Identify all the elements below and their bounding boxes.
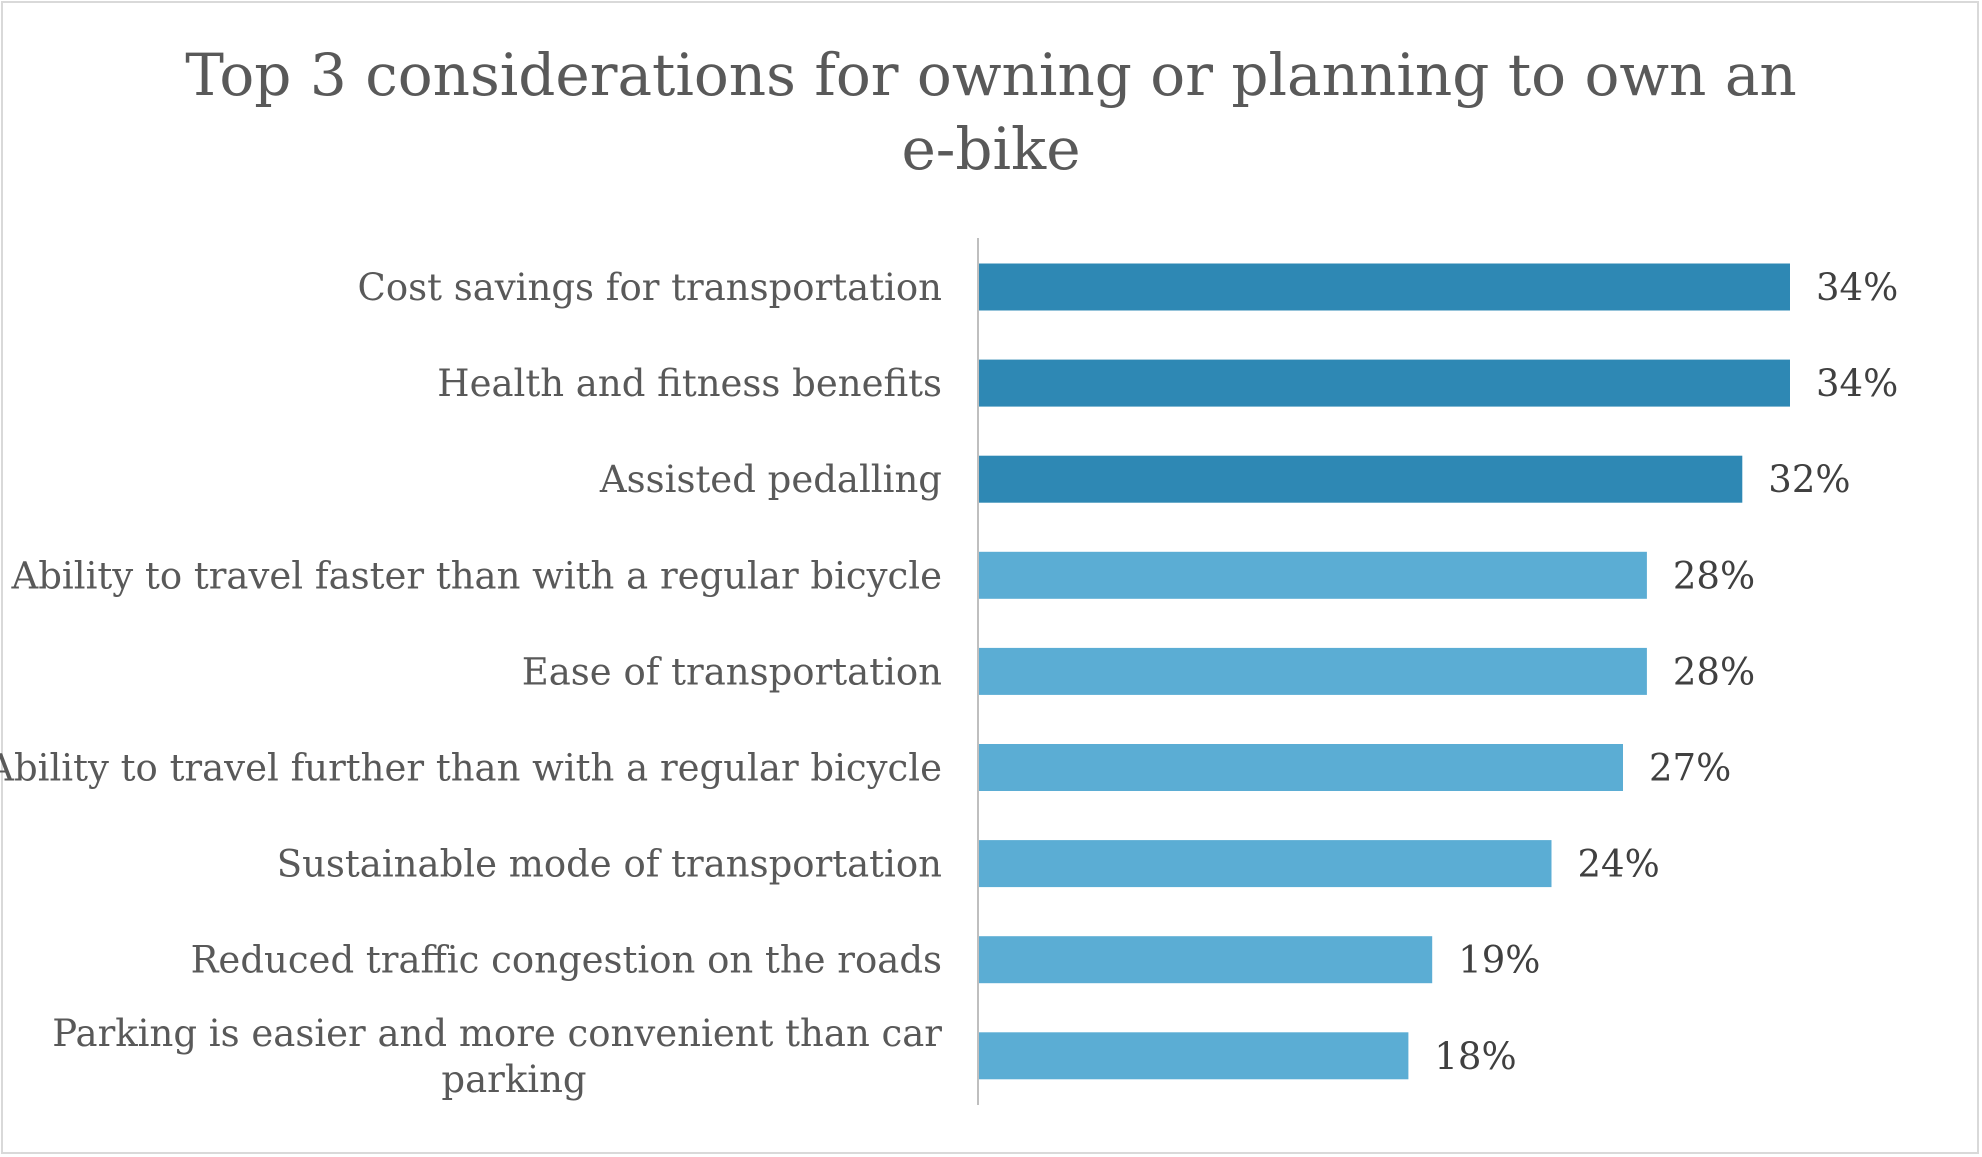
data-label-6: 27% [1649,747,1731,790]
category-label-3: Assisted pedalling [599,458,942,501]
category-label-4: Ability to travel faster than with a reg… [11,554,942,597]
bar-1 [979,263,1790,311]
chart-title-line-2: e-bike [901,115,1081,183]
category-label-8: Reduced traffic congestion on the roads [191,939,942,982]
chart-title-line-1: Top 3 considerations for owning or plann… [185,41,1797,109]
bar-4 [979,551,1647,599]
data-label-2: 34% [1816,362,1898,405]
bar-2 [979,359,1790,407]
bar-8 [979,936,1433,984]
category-label-9-line-1: Parking is easier and more convenient th… [52,1012,942,1055]
bar-6 [979,744,1623,791]
chart-title: Top 3 considerations for owning or plann… [0,38,1982,186]
category-label-2: Health and fitness benefits [437,362,942,405]
category-label-7: Sustainable mode of transportation [277,843,942,886]
bar-3 [979,455,1743,503]
data-label-7: 24% [1578,843,1660,886]
category-label-5: Ease of transportation [522,650,942,693]
data-label-8: 19% [1458,939,1540,982]
data-label-5: 28% [1673,650,1755,693]
bar-9 [979,1032,1409,1080]
data-label-9: 18% [1434,1035,1516,1078]
data-label-4: 28% [1673,554,1755,597]
category-label-1: Cost savings for transportation [358,266,942,309]
data-label-3: 32% [1768,458,1850,501]
data-label-1: 34% [1816,266,1898,309]
bar-5 [979,647,1647,695]
bar-7 [979,840,1552,888]
category-label-6: Ability to travel further than with a re… [0,747,942,790]
bars-group: 34% Cost savings for transportation 34% Hea… [0,263,1898,1101]
category-label-9-line-2: parking [441,1058,586,1101]
